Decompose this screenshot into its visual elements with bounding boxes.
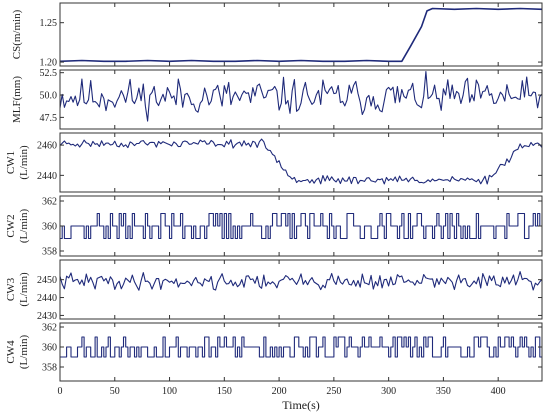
panel: 358 360 362 CW2(L/min) xyxy=(5,195,543,258)
y-axis-label-unit: (L/min) xyxy=(18,335,30,370)
panel-frame xyxy=(59,69,543,130)
series-line xyxy=(60,138,542,185)
panel: 2430 2440 2450 CW3(L/min) xyxy=(5,259,543,322)
y-axis-label-unit: (L/min) xyxy=(18,145,30,180)
x-tick-label: 400 xyxy=(491,386,506,397)
y-tick-label: 360 xyxy=(42,222,57,233)
series-line xyxy=(60,70,542,122)
x-tick-label: 200 xyxy=(272,386,287,397)
panel-frame xyxy=(59,322,543,382)
y-axis-label: CW1(L/min) xyxy=(5,145,30,180)
y-axis-label: CW4(L/min) xyxy=(5,335,30,370)
x-tick-label: 350 xyxy=(436,386,451,397)
series-line xyxy=(60,7,542,63)
y-axis-label: CS(m/min) xyxy=(11,9,23,59)
y-tick-label: 2430 xyxy=(37,311,57,322)
y-axis-label: MLF(mm) xyxy=(11,76,23,123)
x-tick-label: 300 xyxy=(381,386,396,397)
y-tick-label: 1.25 xyxy=(40,18,58,29)
y-tick-label: 362 xyxy=(42,323,57,334)
panel-frame xyxy=(59,2,543,67)
y-axis-label-line: CW1 xyxy=(5,151,17,174)
panel-frame xyxy=(59,132,543,193)
y-axis-label-line: CW2 xyxy=(5,214,17,237)
y-tick-label: 2450 xyxy=(37,275,57,286)
series-line xyxy=(60,212,542,240)
series-line xyxy=(60,271,542,291)
y-axis-label-unit: (L/min) xyxy=(18,272,30,307)
panel: 2440 2460 CW1(L/min) xyxy=(5,132,543,193)
y-tick-label: 47.5 xyxy=(40,113,58,124)
y-axis-label-unit: (L/min) xyxy=(18,209,30,244)
x-tick-label: 50 xyxy=(110,386,120,397)
y-tick-label: 50.0 xyxy=(40,91,58,102)
x-tick-label: 100 xyxy=(162,386,177,397)
panel-frame xyxy=(59,259,543,320)
y-axis-label-line: CW4 xyxy=(5,340,17,364)
x-tick-label: 0 xyxy=(58,386,63,397)
y-axis-label: CW3(L/min) xyxy=(5,272,30,307)
panel: 1.20 1.25 CS(m/min) xyxy=(11,2,543,69)
y-tick-label: 358 xyxy=(42,363,57,374)
y-tick-label: 52.5 xyxy=(40,68,58,79)
y-tick-label: 358 xyxy=(42,247,57,258)
chart-panels: 1.20 1.25 CS(m/min) 47.5 50.0 52.5 MLF(mm) 2440… xyxy=(5,2,543,397)
y-tick-label: 362 xyxy=(42,197,57,208)
y-tick-label: 2460 xyxy=(37,141,57,152)
x-tick-label: 250 xyxy=(326,386,341,397)
x-tick-label: 150 xyxy=(217,386,232,397)
y-axis-label: CW2(L/min) xyxy=(5,209,30,244)
y-axis-label-line: CW3 xyxy=(5,277,17,301)
y-tick-label: 360 xyxy=(42,343,57,354)
y-tick-label: 2440 xyxy=(37,293,57,304)
y-tick-label: 2440 xyxy=(37,171,57,182)
panel: 358 360 362 CW4(L/min) xyxy=(5,322,543,382)
panel: 47.5 50.0 52.5 MLF(mm) xyxy=(11,68,543,130)
x-axis-label: Time(s) xyxy=(282,398,320,412)
series-line xyxy=(60,336,542,358)
y-tick-label: 1.20 xyxy=(40,58,58,69)
